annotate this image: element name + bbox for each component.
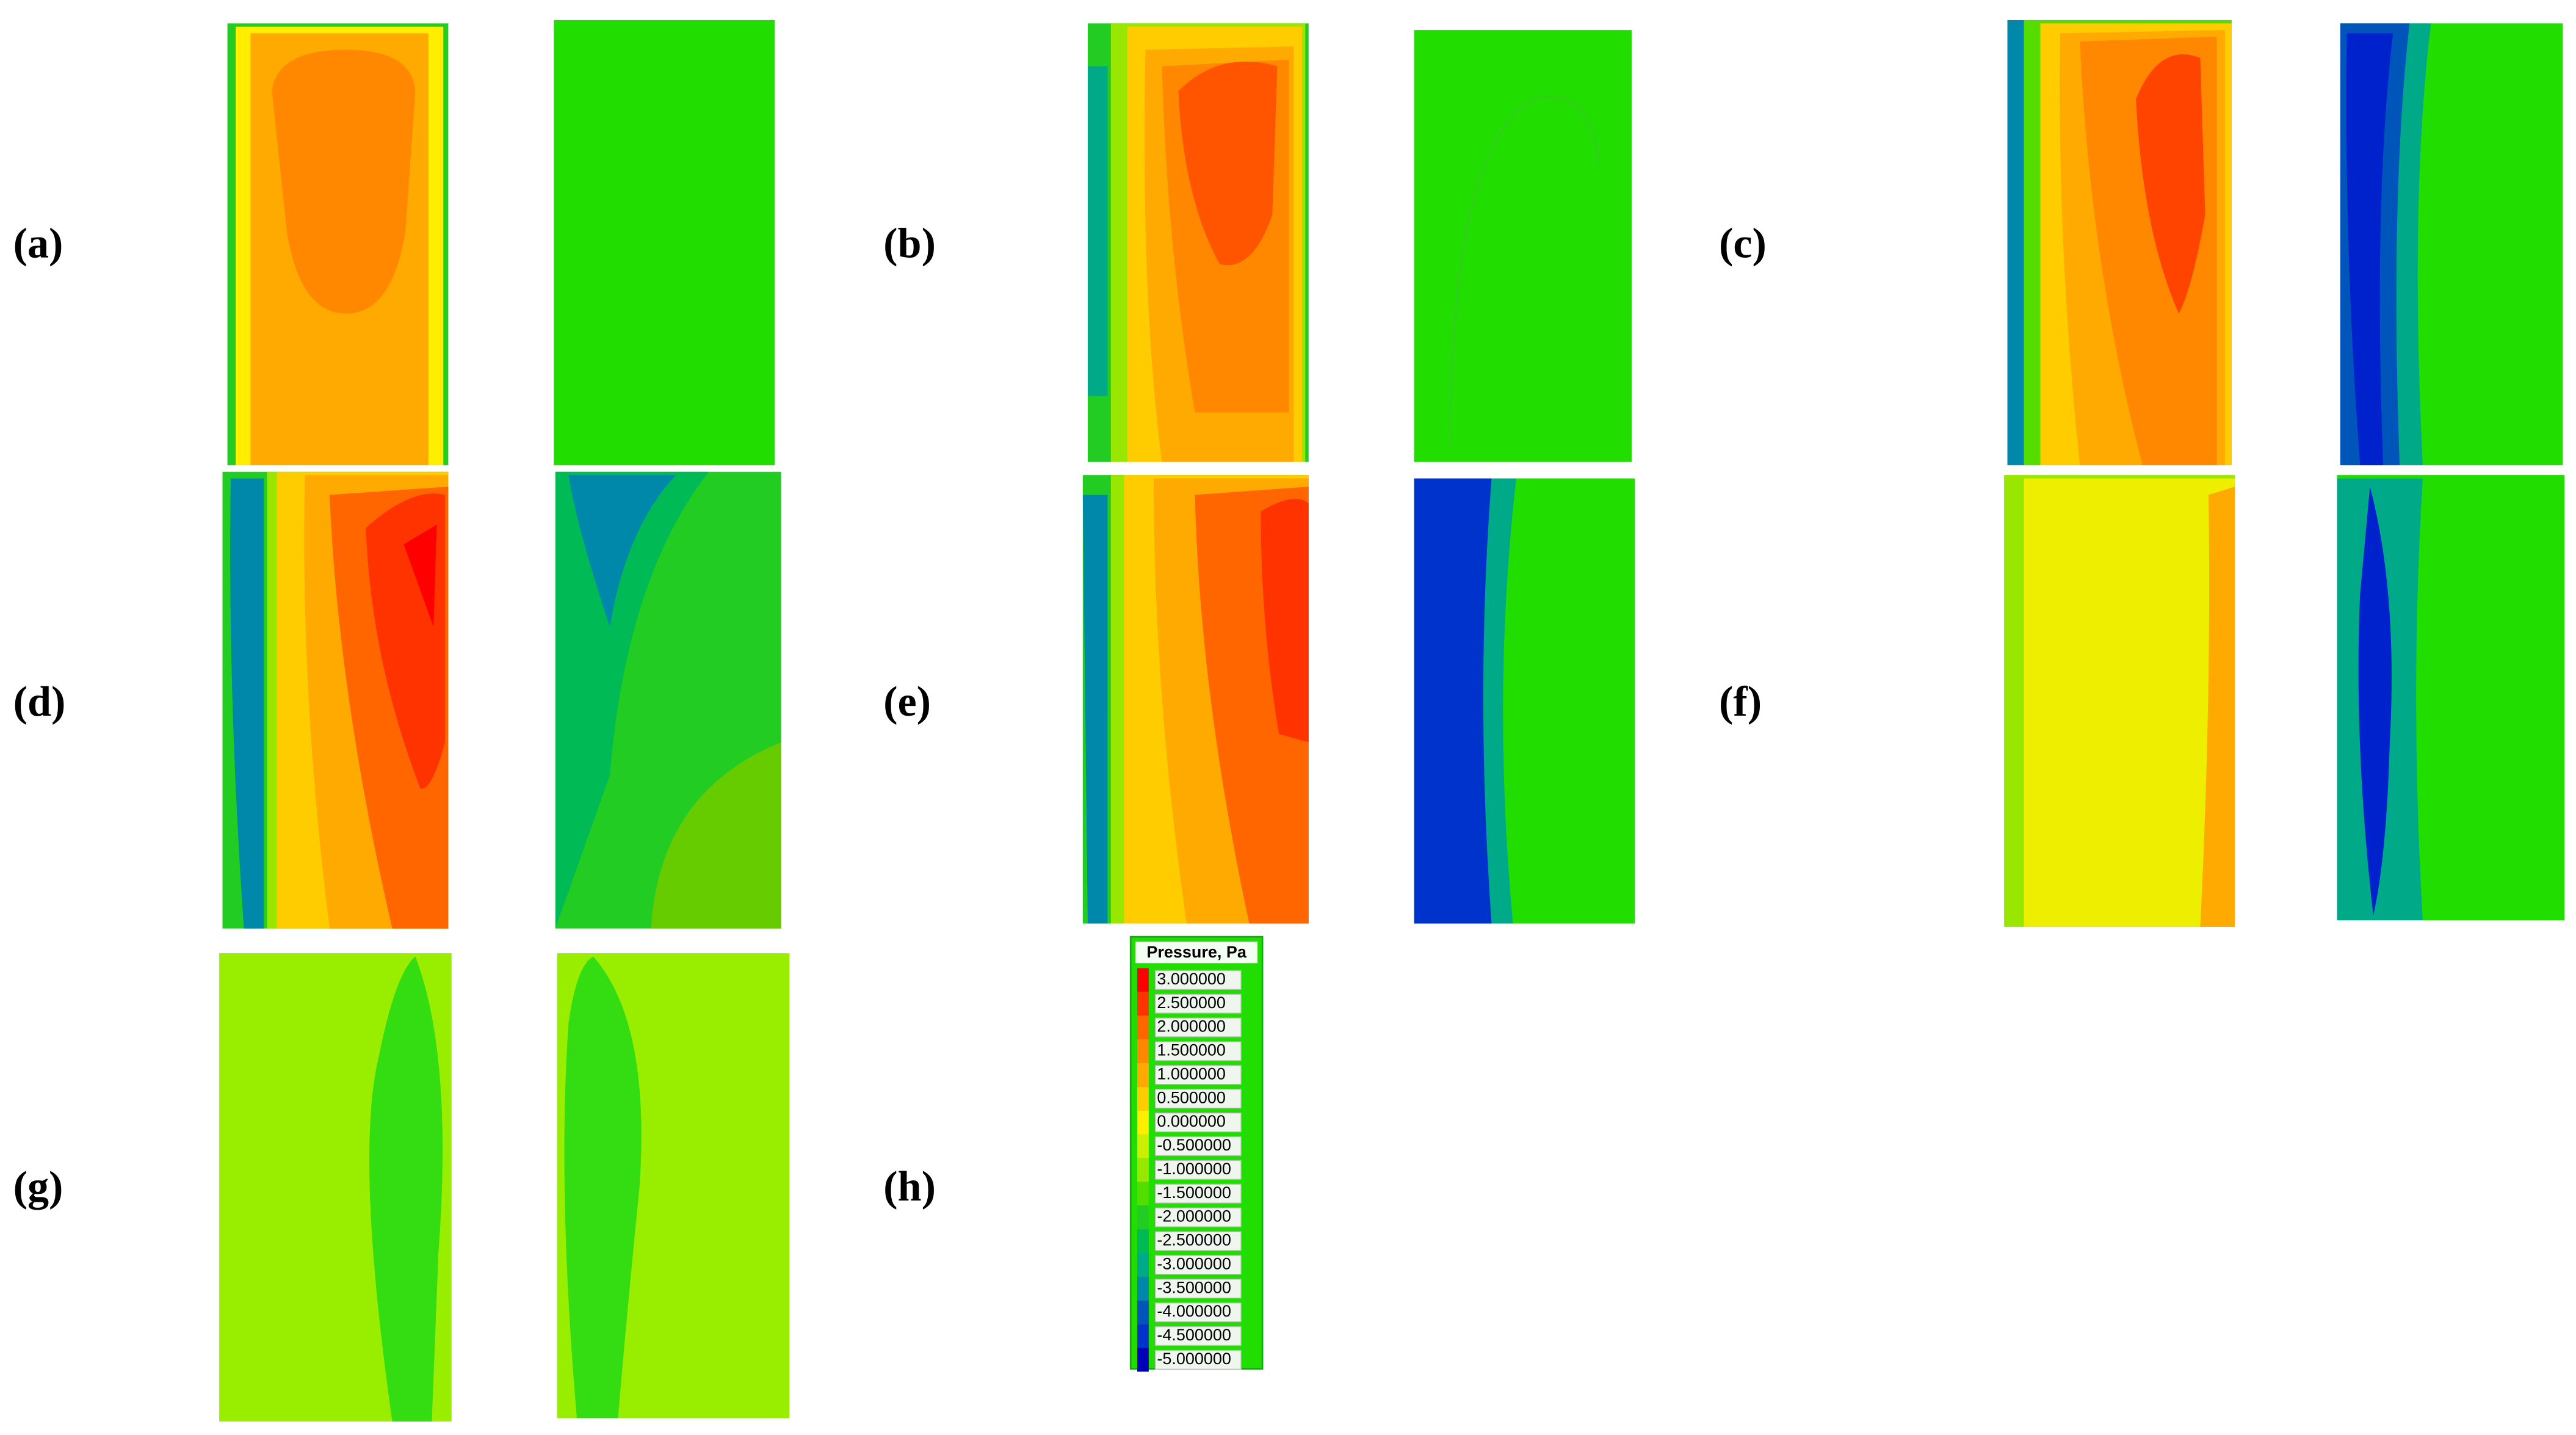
legend-label-box (1154, 1302, 1242, 1323)
legend-swatch (1137, 1015, 1149, 1040)
legend-title: Pressure, Pa (1146, 943, 1247, 961)
contour-plot (1414, 478, 1635, 924)
legend-swatch (1137, 968, 1149, 992)
legend-label-box (1154, 1089, 1242, 1109)
contour-plot (1082, 475, 1309, 924)
contour-plot (1414, 30, 1632, 462)
legend-label: -2.500000 (1157, 1231, 1231, 1249)
legend-swatch (1137, 1182, 1149, 1206)
legend-label-box (1154, 1255, 1242, 1275)
legend-swatch (1137, 1348, 1149, 1372)
panel-label: (h) (883, 1163, 936, 1210)
legend-title-box (1135, 942, 1258, 964)
legend-label-box (1154, 1183, 1242, 1204)
contour-plot (557, 953, 790, 1419)
contour-plot (2004, 475, 2235, 927)
legend-swatch (1137, 1276, 1149, 1301)
contour-plot (2007, 20, 2232, 465)
legend-label: -2.000000 (1157, 1207, 1231, 1226)
contour-plot (222, 471, 449, 929)
contour-plot (227, 23, 449, 465)
panel-label: (g) (13, 1163, 63, 1210)
legend-label: 3.000000 (1157, 970, 1226, 988)
legend-label: -0.500000 (1157, 1136, 1231, 1154)
panel-label: (f) (1719, 678, 1762, 725)
legend-swatch (1137, 1158, 1149, 1182)
legend-label-box (1154, 1136, 1242, 1157)
contour-plot (555, 471, 781, 929)
legend-swatch (1137, 1229, 1149, 1253)
legend-label-box (1154, 970, 1242, 990)
legend-swatch (1137, 992, 1149, 1016)
legend-label: -5.000000 (1157, 1350, 1231, 1368)
legend-label: 2.500000 (1157, 994, 1226, 1012)
legend-label-box (1154, 1160, 1242, 1180)
legend-swatch (1137, 1300, 1149, 1324)
legend-label: -3.500000 (1157, 1278, 1231, 1296)
panel-label: (d) (13, 678, 66, 725)
legend-swatch (1137, 1063, 1149, 1087)
panel-label: (c) (1719, 220, 1767, 267)
legend-swatch (1137, 1205, 1149, 1230)
legend-swatch (1137, 1324, 1149, 1348)
legend-label-box (1154, 1113, 1242, 1133)
contour-plot (1087, 23, 1309, 462)
legend-label-box (1154, 994, 1242, 1014)
panel-label: (b) (883, 220, 936, 267)
contour-plot (2337, 475, 2565, 921)
legend-label-box (1154, 1326, 1242, 1346)
legend-label: 0.500000 (1157, 1088, 1226, 1106)
legend-label: -4.500000 (1157, 1326, 1231, 1344)
legend-swatch (1137, 1086, 1149, 1111)
legend-label: -1.000000 (1157, 1160, 1231, 1178)
legend-label-box (1154, 1231, 1242, 1251)
panel-label: (a) (13, 220, 63, 267)
legend-swatch (1137, 1134, 1149, 1158)
legend-label-box (1154, 1350, 1242, 1370)
legend-swatch (1137, 1110, 1149, 1135)
legend-label: -3.000000 (1157, 1255, 1231, 1273)
legend-label-box (1154, 1065, 1242, 1085)
legend-label: 2.000000 (1157, 1017, 1226, 1036)
legend: Pressure, Pa 3.000000 2.500000 2.000000 1.5… (1129, 935, 1264, 1372)
legend-label-box (1154, 1279, 1242, 1299)
legend-label-box (1154, 1207, 1242, 1227)
legend-label: 1.500000 (1157, 1041, 1226, 1059)
legend-label: 1.000000 (1157, 1064, 1226, 1083)
legend-label: -1.500000 (1157, 1183, 1231, 1202)
panel-label: (e) (883, 678, 931, 725)
contour-plot (2340, 23, 2563, 465)
legend-label-box (1154, 1017, 1242, 1037)
legend-label-box (1154, 1041, 1242, 1061)
legend-swatch (1137, 1252, 1149, 1277)
contour-plot (219, 953, 452, 1422)
legend-label: 0.000000 (1157, 1112, 1226, 1130)
legend-swatch (1137, 1039, 1149, 1063)
contour-plot (554, 20, 775, 465)
legend-label: -4.000000 (1157, 1302, 1231, 1320)
